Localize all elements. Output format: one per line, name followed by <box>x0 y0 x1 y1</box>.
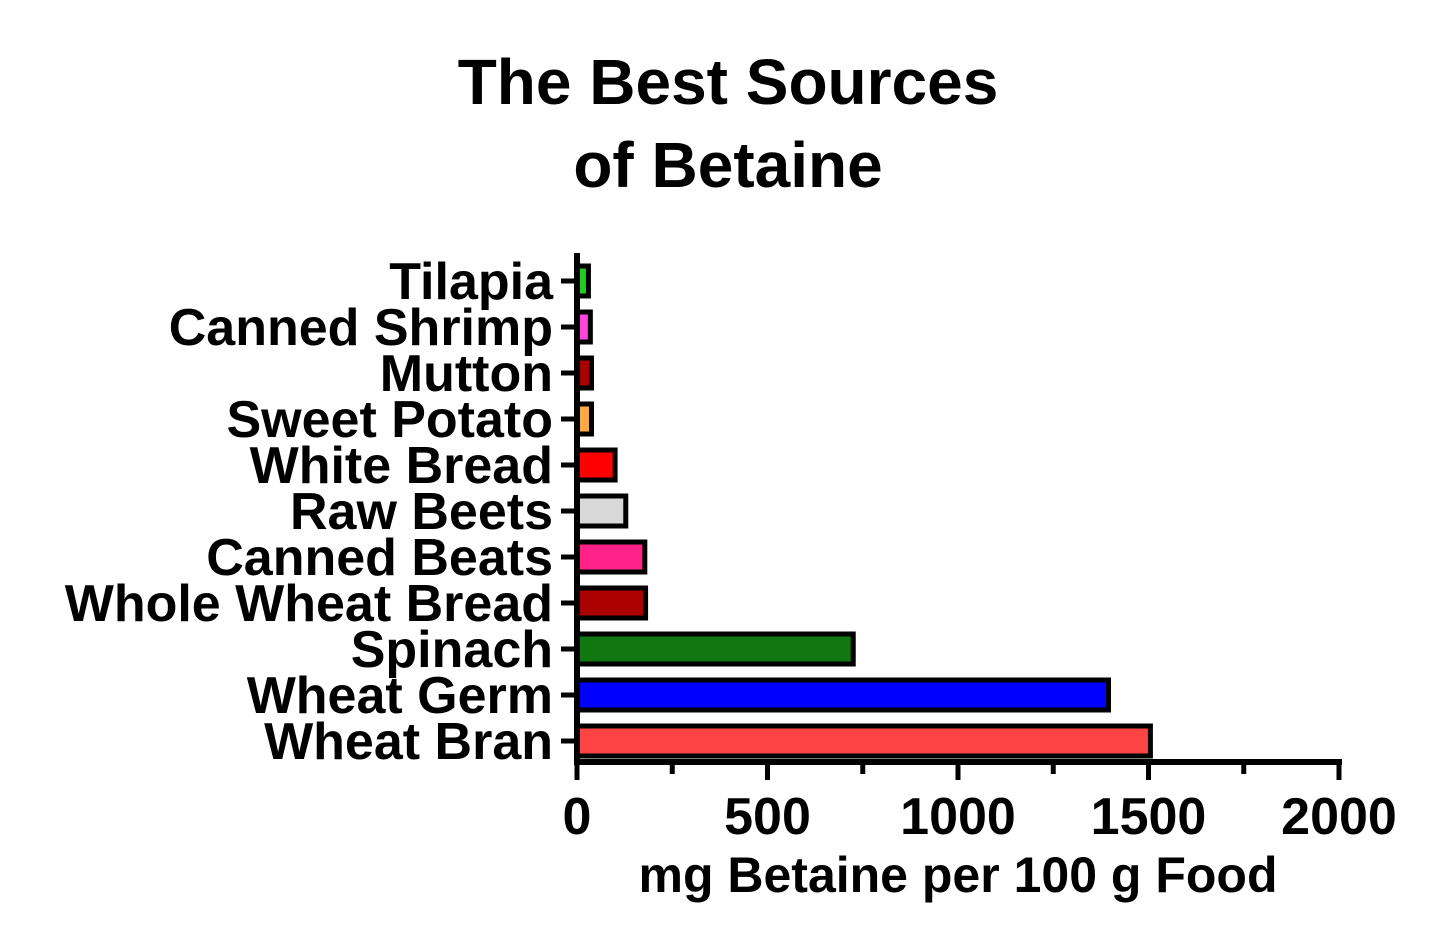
axes-group <box>561 253 1342 780</box>
category-label-white-bread: White Bread <box>250 437 553 495</box>
chart-title-line-1: The Best Sources <box>457 46 999 118</box>
bars-group <box>574 263 1153 759</box>
category-label-raw-beets: Raw Beets <box>290 483 553 541</box>
category-label-wheat-germ: Wheat Germ <box>247 667 553 725</box>
category-label-spinach: Spinach <box>351 621 553 679</box>
x-tick-label-1500: 1500 <box>1091 788 1207 846</box>
x-tick-label-0: 0 <box>563 788 592 846</box>
bar-whole-wheat-bread <box>574 585 649 621</box>
category-label-wheat-bran: Wheat Bran <box>264 713 553 771</box>
x-tick-label-1000: 1000 <box>900 788 1016 846</box>
bar-raw-beets <box>574 493 629 529</box>
bar-spinach <box>574 631 856 667</box>
bar-wheat-bran <box>574 723 1153 759</box>
category-label-tilapia: Tilapia <box>389 253 554 311</box>
x-tick-label-500: 500 <box>724 788 811 846</box>
x-tick-label-2000: 2000 <box>1281 788 1397 846</box>
category-label-whole-wheat-bread: Whole Wheat Bread <box>65 575 553 633</box>
category-label-canned-shrimp: Canned Shrimp <box>169 299 553 357</box>
category-label-mutton: Mutton <box>380 345 553 403</box>
chart-title-line-2: of Betaine <box>573 129 883 201</box>
category-label-sweet-potato: Sweet Potato <box>227 391 554 449</box>
category-label-canned-beats: Canned Beats <box>206 529 553 587</box>
x-axis-title: mg Betaine per 100 g Food <box>638 847 1277 903</box>
bar-white-bread <box>574 447 618 483</box>
bar-canned-beats <box>574 539 648 575</box>
bar-wheat-germ <box>574 677 1111 713</box>
